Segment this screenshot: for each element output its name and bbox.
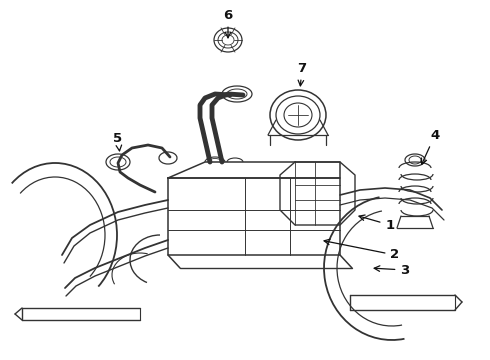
- Text: 2: 2: [324, 239, 399, 261]
- Text: 5: 5: [114, 131, 122, 151]
- Text: 4: 4: [421, 129, 440, 164]
- Text: 7: 7: [297, 62, 307, 86]
- Text: 1: 1: [359, 215, 394, 231]
- Text: 6: 6: [223, 9, 233, 38]
- Text: 3: 3: [374, 264, 410, 276]
